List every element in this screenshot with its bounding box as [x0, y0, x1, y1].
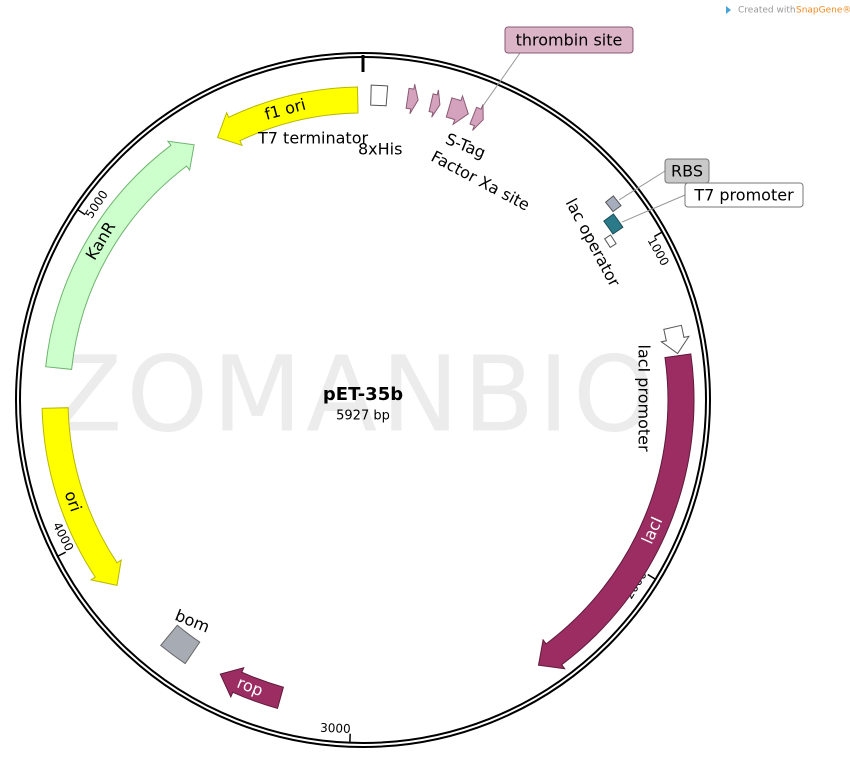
backbone-outer [15, 52, 711, 748]
tick-label: 1000 [645, 235, 672, 268]
snapgene-badge: Created with SnapGene® [726, 6, 850, 16]
feature-shape [41, 407, 122, 586]
feature-shape [159, 624, 201, 665]
tick-label: 3000 [320, 721, 351, 736]
watermark: ZOMANBIO [51, 333, 659, 455]
callout-line [621, 194, 686, 223]
plasmid-size: 5927 bp [336, 409, 390, 424]
tick-mark [57, 551, 67, 557]
feature-shape [216, 86, 359, 147]
feature-shape [469, 104, 484, 131]
feature-shape [660, 324, 690, 355]
feature-label: RBS [671, 162, 703, 181]
tick-mark [77, 209, 86, 216]
feature-label: thrombin site [516, 31, 623, 50]
feature-label: T7 promoter [693, 186, 794, 205]
brand-prefix: Created with [738, 6, 796, 16]
feature-label: lacI promoter [635, 344, 654, 452]
feature-label: 8xHis [358, 140, 402, 159]
feature-shape [445, 94, 469, 126]
feature-shape [45, 140, 195, 370]
callout-line [482, 52, 521, 106]
callout-box [684, 182, 804, 208]
tick-mark [653, 231, 663, 238]
feature-shape [537, 353, 695, 670]
plasmid-name: pET-35b [323, 384, 403, 405]
snapgene-icon [726, 6, 731, 14]
feature-shape [604, 234, 617, 249]
brand-name: SnapGene® [796, 6, 850, 16]
callout-box [504, 26, 634, 54]
feature-shape [603, 213, 624, 235]
feature-shape [604, 195, 622, 213]
feature-label: T7 terminator [257, 129, 368, 148]
feature-shape [428, 89, 441, 118]
feature-shape [370, 84, 389, 107]
callout-line [618, 170, 666, 201]
tick-mark [647, 573, 656, 580]
feature-shape [405, 84, 419, 115]
feature-shape [219, 666, 285, 710]
